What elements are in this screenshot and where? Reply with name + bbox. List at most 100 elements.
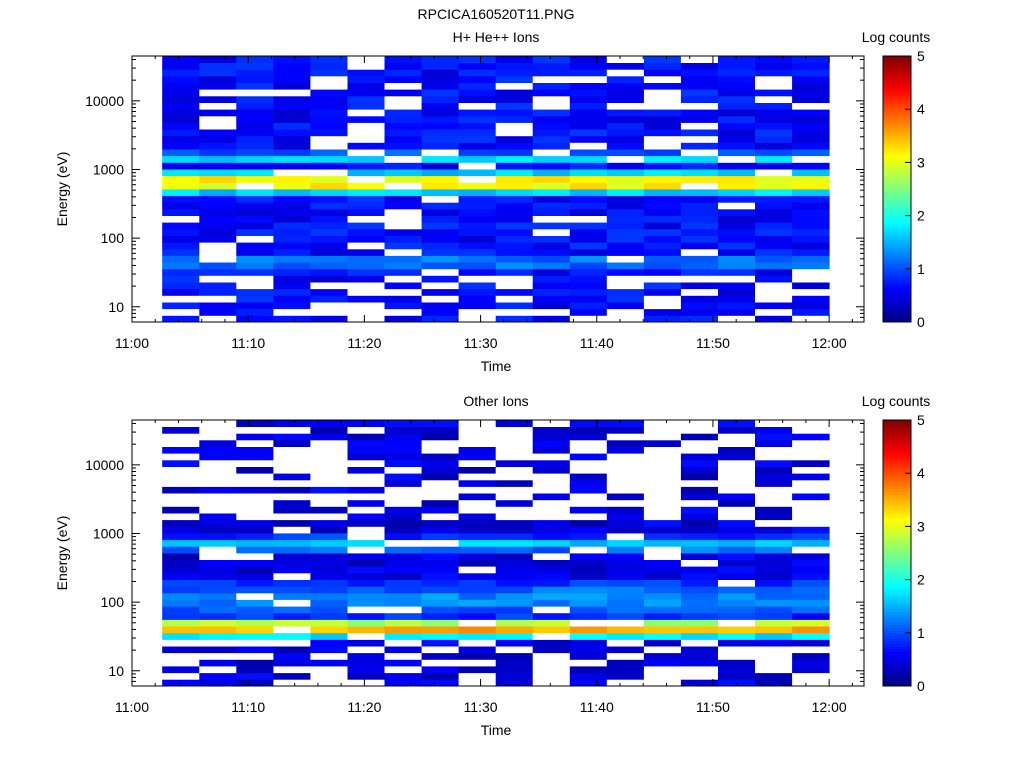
heatmap-cell: [569, 228, 608, 236]
colorbar-swatch: [883, 133, 911, 137]
heatmap-cell: [680, 639, 719, 647]
heatmap-cell: [792, 142, 830, 150]
heatmap-cell: [718, 129, 756, 137]
x-tick-label: 11:10: [231, 335, 265, 351]
panel-other-ions: Other Ions 11:00 11:10 11:20 11:30 11:40 11:5…: [54, 393, 930, 738]
heatmap-cell: [236, 69, 274, 77]
colorbar-swatch: [883, 303, 911, 307]
heatmap-cell: [495, 546, 534, 554]
heatmap-cell: [606, 242, 645, 250]
heatmap-cell: [680, 255, 719, 263]
heatmap-cell: [718, 135, 756, 143]
heatmap-cell: [532, 222, 571, 230]
heatmap-cell: [643, 533, 682, 541]
colorbar-frame: [882, 55, 912, 323]
heatmap-cell: [569, 169, 608, 177]
heatmap-cell: [384, 639, 422, 647]
heatmap-cell: [384, 479, 422, 487]
heatmap-cell: [347, 579, 385, 587]
heatmap-cell: [273, 102, 311, 110]
colorbar-swatch: [883, 135, 911, 139]
heatmap-cell: [495, 288, 534, 296]
heatmap-cell: [495, 426, 534, 434]
colorbar-swatch: [883, 199, 911, 203]
heatmap-cell: [569, 149, 608, 157]
heatmap-cell: [569, 533, 608, 541]
heatmap-cell: [458, 162, 497, 170]
heatmap-cell: [458, 208, 497, 216]
colorbar-swatch: [883, 435, 911, 439]
figure-title: RPCICA160520T11.PNG: [418, 6, 575, 22]
heatmap-cell: [643, 679, 682, 687]
heatmap-cell: [421, 162, 460, 170]
heatmap-cell: [680, 592, 719, 600]
heatmap-cell: [755, 506, 793, 514]
colorbar-swatch: [883, 654, 911, 658]
heatmap-cell: [273, 242, 311, 250]
heatmap-cell: [606, 599, 645, 607]
heatmap-cell: [569, 466, 608, 474]
heatmap-cell: [273, 479, 311, 487]
heatmap-cell: [606, 546, 645, 554]
heatmap-cell: [680, 439, 719, 447]
heatmap-cell: [792, 155, 830, 163]
heatmap-cell: [718, 539, 756, 547]
heatmap-cell: [718, 242, 756, 250]
heatmap-cell: [718, 162, 756, 170]
heatmap-cell: [236, 95, 274, 103]
heatmap-cell: [680, 646, 719, 654]
heatmap-cell: [569, 606, 608, 614]
heatmap-cell: [792, 295, 830, 303]
heatmap-cell: [162, 426, 200, 434]
heatmap-cell: [458, 446, 497, 454]
heatmap-cell: [606, 572, 645, 580]
heatmap-cell: [569, 579, 608, 587]
heatmap-cell: [199, 315, 237, 323]
heatmap-cell: [569, 572, 608, 580]
heatmap-cell: [384, 486, 422, 494]
heatmap-cell: [199, 69, 237, 77]
heatmap-cell: [643, 235, 682, 243]
heatmap-cell: [569, 122, 608, 130]
heatmap-cell: [718, 612, 756, 620]
heatmap-cell: [643, 288, 682, 296]
colorbar-swatch: [883, 449, 911, 453]
heatmap-cell: [310, 262, 348, 270]
heatmap-cell: [384, 579, 422, 587]
heatmap-cell: [236, 506, 274, 514]
colorbar-swatch: [883, 316, 911, 320]
heatmap-cell: [532, 215, 571, 223]
heatmap-cell: [606, 672, 645, 680]
heatmap-cell: [236, 242, 274, 250]
heatmap-cell: [273, 493, 311, 501]
heatmap-cell: [680, 619, 719, 627]
heatmap-cell: [162, 659, 200, 667]
heatmap-cell: [718, 586, 756, 594]
heatmap-cell: [236, 302, 274, 310]
heatmap-cell: [162, 189, 200, 197]
heatmap-cell: [199, 526, 237, 534]
heatmap-cell: [162, 82, 200, 90]
heatmap-cell: [310, 546, 348, 554]
heatmap-cell: [273, 666, 311, 674]
heatmap-cell: [236, 282, 274, 290]
colorbar-swatch: [883, 74, 911, 78]
heatmap-cell: [236, 109, 274, 117]
heatmap-cell: [199, 129, 237, 137]
heatmap-cell: [643, 586, 682, 594]
heatmap-cell: [792, 222, 830, 230]
heatmap-cell: [792, 162, 830, 170]
heatmap-cell: [273, 75, 311, 83]
heatmap-cell: [199, 586, 237, 594]
heatmap-cell: [755, 659, 793, 667]
heatmap-cell: [792, 526, 830, 534]
heatmap-cell: [199, 499, 237, 507]
heatmap-cell: [532, 466, 571, 474]
colorbar-swatch: [883, 675, 911, 679]
heatmap-cell: [495, 553, 534, 560]
heatmap-cell: [643, 566, 682, 574]
colorbar-swatch: [883, 553, 911, 556]
colorbar-swatch: [883, 667, 911, 671]
colorbar-swatch: [883, 226, 911, 230]
heatmap-cell: [162, 268, 200, 276]
